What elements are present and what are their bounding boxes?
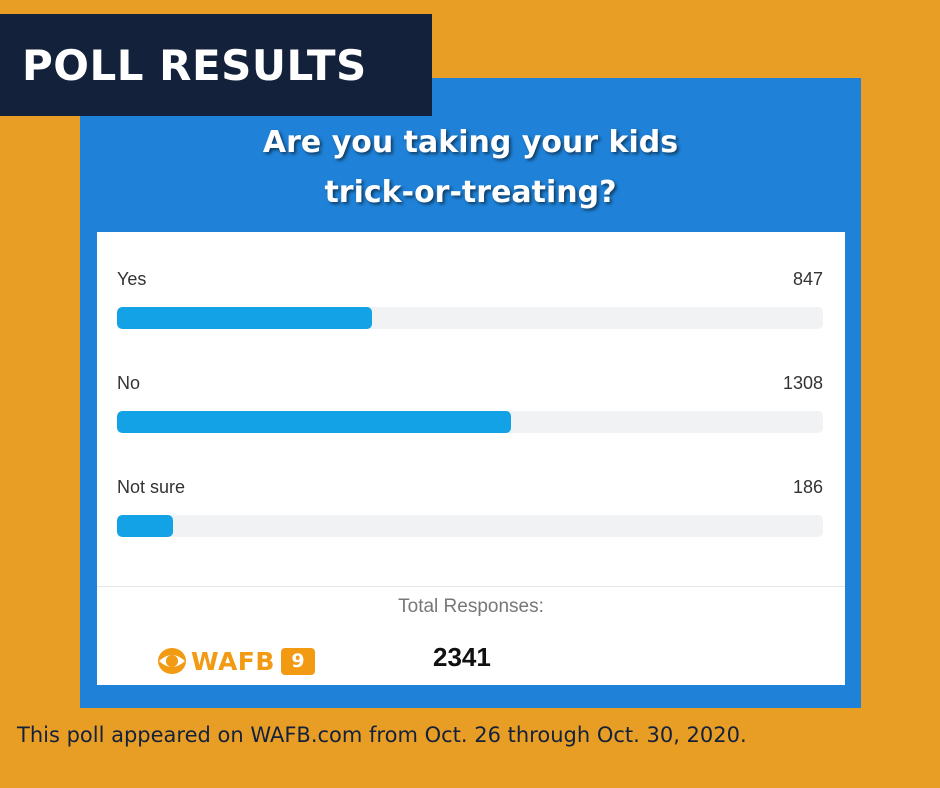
total-responses-value: 2341	[433, 642, 491, 672]
option-label: Not sure	[117, 477, 186, 497]
question-line-2: trick-or-treating?	[324, 175, 617, 210]
option-count: 1308	[782, 373, 823, 393]
wafb-logo: WAFB 9	[157, 646, 315, 676]
divider	[97, 586, 845, 587]
bar-track	[117, 411, 823, 433]
logo-text: WAFB	[191, 646, 275, 676]
bar-track	[117, 307, 823, 329]
question-line-1: Are you taking your kids	[262, 125, 679, 160]
results-card: Yes 847 No 1308 Not sure 186 Total Responses:…	[97, 232, 845, 685]
bar-fill	[117, 411, 511, 433]
channel-number: 9	[280, 647, 315, 675]
bar-track	[117, 515, 823, 537]
option-label: Yes	[117, 269, 147, 289]
total-responses-label: Total Responses:	[398, 596, 544, 617]
footnote: This poll appeared on WAFB.com from Oct.…	[17, 723, 747, 747]
poll-question: Are you taking your kids trick-or-treati…	[80, 118, 861, 218]
bar-fill	[117, 307, 372, 329]
cbs-eye-icon	[158, 648, 186, 674]
option-count: 847	[792, 269, 823, 289]
badge-text: POLL RESULTS	[22, 40, 367, 90]
bar-fill	[117, 515, 173, 537]
poll-results-badge: POLL RESULTS	[0, 14, 432, 116]
option-count: 186	[792, 477, 823, 497]
option-label: No	[117, 373, 141, 393]
